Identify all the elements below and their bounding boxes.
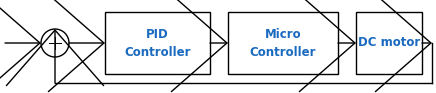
Text: DC motor: DC motor <box>358 36 420 49</box>
Text: Micro
Controller: Micro Controller <box>250 28 316 58</box>
Circle shape <box>41 29 69 57</box>
Bar <box>105 12 210 74</box>
Bar <box>228 12 338 74</box>
Text: PID
Controller: PID Controller <box>124 28 191 58</box>
Bar <box>356 12 422 74</box>
